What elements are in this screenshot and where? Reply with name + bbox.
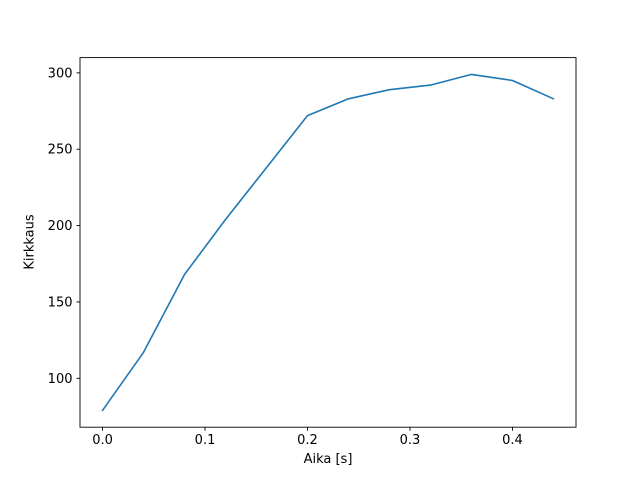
axes-frame [79,57,577,428]
data-line-series [101,73,555,412]
y-tick-label: 150 [48,295,73,310]
x-tick-label: 0.4 [502,433,523,448]
x-tick-label: 0.0 [92,433,113,448]
y-tick-label: 200 [48,219,73,234]
x-tick-label: 0.1 [195,433,216,448]
x-axis-label: Aika [s] [303,452,353,467]
x-tick-label: 0.2 [297,433,318,448]
y-tick-label: 100 [48,372,73,387]
y-tick-label: 300 [48,66,73,81]
x-tick-label: 0.3 [400,433,421,448]
y-tick-label: 250 [48,143,73,158]
y-axis-label: Kirkkaus [22,214,38,270]
